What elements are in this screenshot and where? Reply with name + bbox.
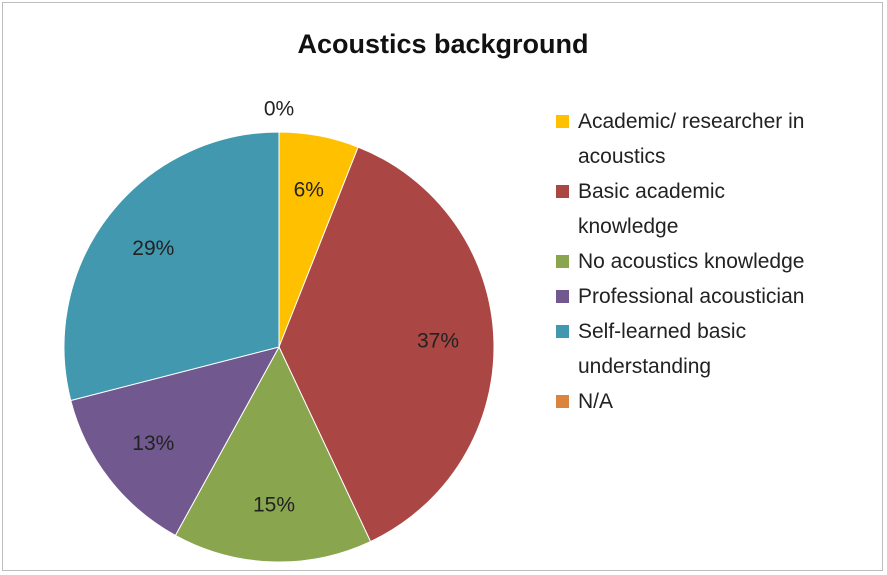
legend-swatch xyxy=(556,290,569,303)
legend-swatch xyxy=(556,395,569,408)
data-label: 15% xyxy=(253,494,295,517)
legend-swatch xyxy=(556,325,569,338)
data-label: 6% xyxy=(294,178,324,201)
pie-slice xyxy=(174,345,372,563)
legend-swatch xyxy=(556,185,569,198)
legend-label: Self-learned basic understanding xyxy=(578,320,747,378)
legend-label: No acoustics knowledge xyxy=(578,250,805,273)
legend-item: Professional acoustician xyxy=(556,279,818,314)
data-label: 0% xyxy=(264,98,294,121)
legend-label: Basic academic knowledge xyxy=(578,180,726,238)
data-label: 13% xyxy=(132,432,174,455)
pie-slice xyxy=(63,131,280,402)
legend-swatch xyxy=(556,255,569,268)
legend-item: No acoustics knowledge xyxy=(556,244,818,279)
data-label: 29% xyxy=(132,237,174,260)
legend-label: N/A xyxy=(578,390,614,413)
legend-label: Professional acoustician xyxy=(578,285,805,308)
legend-item: Academic/ researcher in acoustics xyxy=(556,104,818,174)
chart-title: Acoustics background xyxy=(297,29,588,59)
legend-label: Academic/ researcher in acoustics xyxy=(578,110,805,168)
legend-swatch xyxy=(556,115,569,128)
legend-item: N/A xyxy=(556,384,818,419)
legend: Academic/ researcher in acoustics Basic a… xyxy=(556,104,818,419)
legend-item: Basic academic knowledge xyxy=(556,174,818,244)
legend-item: Self-learned basic understanding xyxy=(556,314,818,384)
pie-slice xyxy=(278,146,495,543)
data-label: 37% xyxy=(417,330,459,353)
pie-slice xyxy=(70,346,280,537)
